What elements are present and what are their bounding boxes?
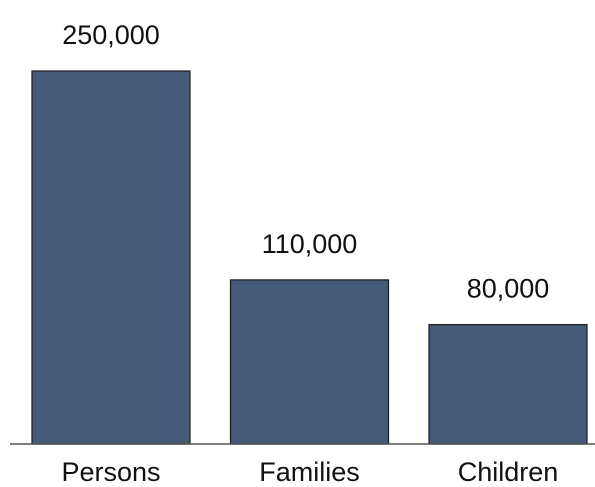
data-label-children: 80,000 (467, 274, 550, 304)
bar-children (428, 324, 588, 445)
data-labels-group: 250,000 110,000 80,000 (62, 20, 549, 304)
bars-group (31, 70, 588, 445)
x-tick-label-families: Families (259, 457, 360, 487)
x-tick-label-persons: Persons (61, 457, 160, 487)
data-label-families: 110,000 (262, 229, 358, 259)
data-label-persons: 250,000 (62, 20, 160, 50)
x-tick-label-children: Children (458, 457, 559, 487)
x-tick-labels-group: Persons Families Children (61, 457, 558, 487)
bar-families (229, 279, 390, 445)
bar-persons (31, 70, 191, 445)
